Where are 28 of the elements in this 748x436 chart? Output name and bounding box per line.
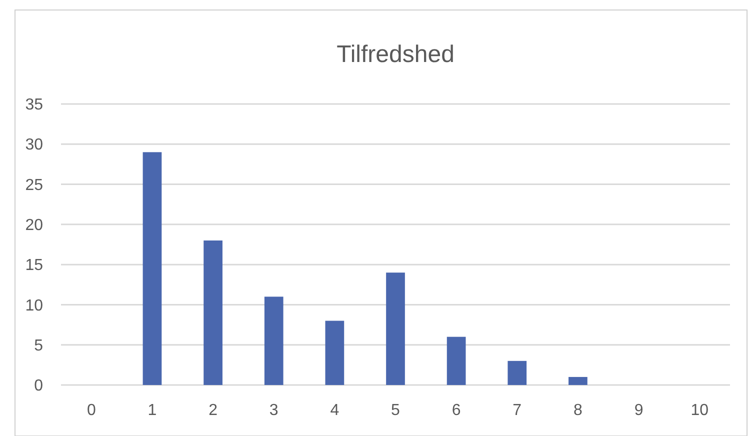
x-tick-label: 6 [452, 402, 461, 419]
bar [446, 336, 466, 385]
x-tick-label: 4 [330, 402, 340, 419]
y-tick-label: 30 [25, 136, 44, 154]
y-tick-label: 25 [25, 176, 44, 194]
y-tick-label: 20 [25, 217, 44, 234]
bar [386, 272, 405, 385]
x-tick-label: 3 [269, 402, 278, 419]
x-tick-label: 1 [148, 402, 157, 419]
x-tick-label: 0 [86, 402, 96, 419]
bar [204, 240, 222, 385]
chart-title: Tilfredshed [336, 41, 454, 68]
y-tick-label: 35 [25, 96, 44, 114]
y-tick-label: 5 [34, 337, 44, 354]
bar [264, 296, 284, 385]
x-tick-label: 2 [208, 402, 218, 419]
y-tick-label: 0 [34, 378, 44, 395]
x-tick-label: 10 [690, 402, 709, 419]
bar [508, 360, 527, 385]
y-tick-label: 10 [25, 297, 44, 314]
y-tick-label: 15 [25, 257, 44, 274]
x-tick-label: 9 [634, 402, 644, 419]
bar [142, 152, 162, 385]
bar [325, 320, 344, 385]
bar [568, 376, 588, 385]
x-tick-label: 5 [391, 402, 400, 419]
x-tick-label: 7 [512, 402, 522, 419]
x-tick-label: 8 [574, 402, 582, 419]
